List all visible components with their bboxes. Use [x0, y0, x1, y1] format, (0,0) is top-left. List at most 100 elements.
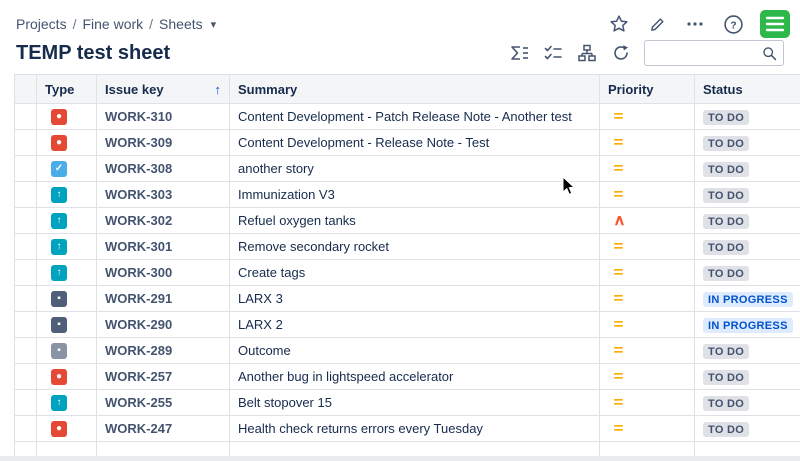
- status-cell[interactable]: IN PROGRESS: [694, 285, 800, 312]
- status-badge[interactable]: TO DO: [703, 239, 750, 255]
- status-badge[interactable]: TO DO: [703, 109, 750, 125]
- help-button[interactable]: ?: [722, 13, 744, 35]
- type-cell[interactable]: ↑: [36, 259, 97, 286]
- issue-key[interactable]: WORK-291: [96, 285, 230, 312]
- priority-cell[interactable]: =: [599, 389, 695, 416]
- type-cell[interactable]: ●: [36, 103, 97, 130]
- status-badge[interactable]: TO DO: [703, 369, 750, 385]
- status-badge[interactable]: TO DO: [703, 265, 750, 281]
- chevron-down-icon[interactable]: ▾: [210, 18, 217, 31]
- table-row[interactable]: ↑ WORK-301 Remove secondary rocket = TO …: [14, 233, 800, 260]
- status-cell[interactable]: TO DO: [694, 259, 800, 286]
- table-row[interactable]: ↑ WORK-303 Immunization V3 = TO DO: [14, 181, 800, 208]
- table-row[interactable]: ↑ WORK-255 Belt stopover 15 = TO DO: [14, 389, 800, 416]
- table-row[interactable]: ▪ WORK-291 LARX 3 = IN PROGRESS: [14, 285, 800, 312]
- row-select-cell[interactable]: [14, 363, 37, 390]
- priority-cell[interactable]: =: [599, 129, 695, 156]
- row-select-cell[interactable]: [14, 311, 37, 338]
- table-row[interactable]: ↑ WORK-300 Create tags = TO DO: [14, 259, 800, 286]
- issue-key[interactable]: WORK-290: [96, 311, 230, 338]
- priority-cell[interactable]: =: [599, 181, 695, 208]
- type-cell[interactable]: ▪: [36, 337, 97, 364]
- row-select-cell[interactable]: [14, 181, 37, 208]
- table-row[interactable]: ▪ WORK-289 Outcome = TO DO: [14, 337, 800, 364]
- status-badge[interactable]: TO DO: [703, 135, 750, 151]
- priority-cell[interactable]: =: [599, 363, 695, 390]
- status-badge[interactable]: IN PROGRESS: [703, 291, 793, 307]
- issue-summary[interactable]: Create tags: [229, 259, 600, 286]
- priority-cell[interactable]: =: [599, 311, 695, 338]
- sort-ascending-icon[interactable]: ↑: [214, 81, 222, 97]
- table-row[interactable]: ● WORK-247 Health check returns errors e…: [14, 415, 800, 442]
- row-select-cell[interactable]: [14, 337, 37, 364]
- type-cell[interactable]: ↑: [36, 233, 97, 260]
- status-cell[interactable]: TO DO: [694, 415, 800, 442]
- row-select-cell[interactable]: [14, 389, 37, 416]
- column-header-summary[interactable]: Summary: [229, 74, 600, 104]
- issue-key[interactable]: WORK-255: [96, 389, 230, 416]
- row-select-cell[interactable]: [14, 415, 37, 442]
- breadcrumb-sheets[interactable]: Sheets: [159, 16, 203, 32]
- status-badge[interactable]: TO DO: [703, 187, 750, 203]
- row-select-cell[interactable]: [14, 207, 37, 234]
- table-row[interactable]: ↑ WORK-302 Refuel oxygen tanks ∧ TO DO: [14, 207, 800, 234]
- type-cell[interactable]: ▪: [36, 311, 97, 338]
- table-row[interactable]: ✓ WORK-308 another story = TO DO: [14, 155, 800, 182]
- row-select-cell[interactable]: [14, 233, 37, 260]
- status-cell[interactable]: TO DO: [694, 129, 800, 156]
- more-button[interactable]: [684, 13, 706, 35]
- type-cell[interactable]: ●: [36, 129, 97, 156]
- table-row[interactable]: ▪ WORK-290 LARX 2 = IN PROGRESS: [14, 311, 800, 338]
- type-cell[interactable]: ✓: [36, 155, 97, 182]
- priority-cell[interactable]: =: [599, 155, 695, 182]
- edit-button[interactable]: [646, 13, 668, 35]
- status-badge[interactable]: TO DO: [703, 421, 750, 437]
- table-row[interactable]: ● WORK-310 Content Development - Patch R…: [14, 103, 800, 130]
- row-select-cell[interactable]: [14, 259, 37, 286]
- table-row[interactable]: ● WORK-257 Another bug in lightspeed acc…: [14, 363, 800, 390]
- row-select-cell[interactable]: [14, 285, 37, 312]
- status-badge[interactable]: TO DO: [703, 395, 750, 411]
- issue-summary[interactable]: another story: [229, 155, 600, 182]
- column-header-status[interactable]: Status: [694, 74, 800, 104]
- issue-summary[interactable]: Belt stopover 15: [229, 389, 600, 416]
- breadcrumb-fine-work[interactable]: Fine work: [82, 16, 144, 32]
- issue-summary[interactable]: Content Development - Patch Release Note…: [229, 103, 600, 130]
- issue-summary[interactable]: Refuel oxygen tanks: [229, 207, 600, 234]
- status-badge[interactable]: IN PROGRESS: [703, 317, 793, 333]
- status-badge[interactable]: TO DO: [703, 213, 750, 229]
- status-cell[interactable]: TO DO: [694, 181, 800, 208]
- status-cell[interactable]: IN PROGRESS: [694, 311, 800, 338]
- issue-key[interactable]: WORK-302: [96, 207, 230, 234]
- issue-summary[interactable]: Immunization V3: [229, 181, 600, 208]
- column-header-issue-key[interactable]: Issue key ↑: [96, 74, 230, 104]
- row-select-cell[interactable]: [14, 103, 37, 130]
- checklist-button[interactable]: [542, 42, 564, 64]
- type-cell[interactable]: ↑: [36, 181, 97, 208]
- refresh-button[interactable]: [610, 42, 632, 64]
- type-cell[interactable]: ↑: [36, 389, 97, 416]
- issue-summary[interactable]: Health check returns errors every Tuesda…: [229, 415, 600, 442]
- status-cell[interactable]: TO DO: [694, 337, 800, 364]
- issue-summary[interactable]: Remove secondary rocket: [229, 233, 600, 260]
- star-button[interactable]: [608, 13, 630, 35]
- priority-cell[interactable]: =: [599, 337, 695, 364]
- status-cell[interactable]: TO DO: [694, 207, 800, 234]
- status-cell[interactable]: TO DO: [694, 233, 800, 260]
- table-row[interactable]: ● WORK-309 Content Development - Release…: [14, 129, 800, 156]
- priority-cell[interactable]: =: [599, 415, 695, 442]
- column-header-type[interactable]: Type: [36, 74, 97, 104]
- hierarchy-button[interactable]: [576, 42, 598, 64]
- issue-key[interactable]: WORK-309: [96, 129, 230, 156]
- search-input[interactable]: [645, 41, 783, 65]
- status-cell[interactable]: TO DO: [694, 155, 800, 182]
- issue-key[interactable]: WORK-308: [96, 155, 230, 182]
- column-header-priority[interactable]: Priority: [599, 74, 695, 104]
- priority-cell[interactable]: ∧: [599, 207, 695, 234]
- issue-key[interactable]: WORK-289: [96, 337, 230, 364]
- type-cell[interactable]: ▪: [36, 285, 97, 312]
- issue-summary[interactable]: LARX 2: [229, 311, 600, 338]
- issue-key[interactable]: WORK-300: [96, 259, 230, 286]
- issue-summary[interactable]: LARX 3: [229, 285, 600, 312]
- issue-key[interactable]: WORK-301: [96, 233, 230, 260]
